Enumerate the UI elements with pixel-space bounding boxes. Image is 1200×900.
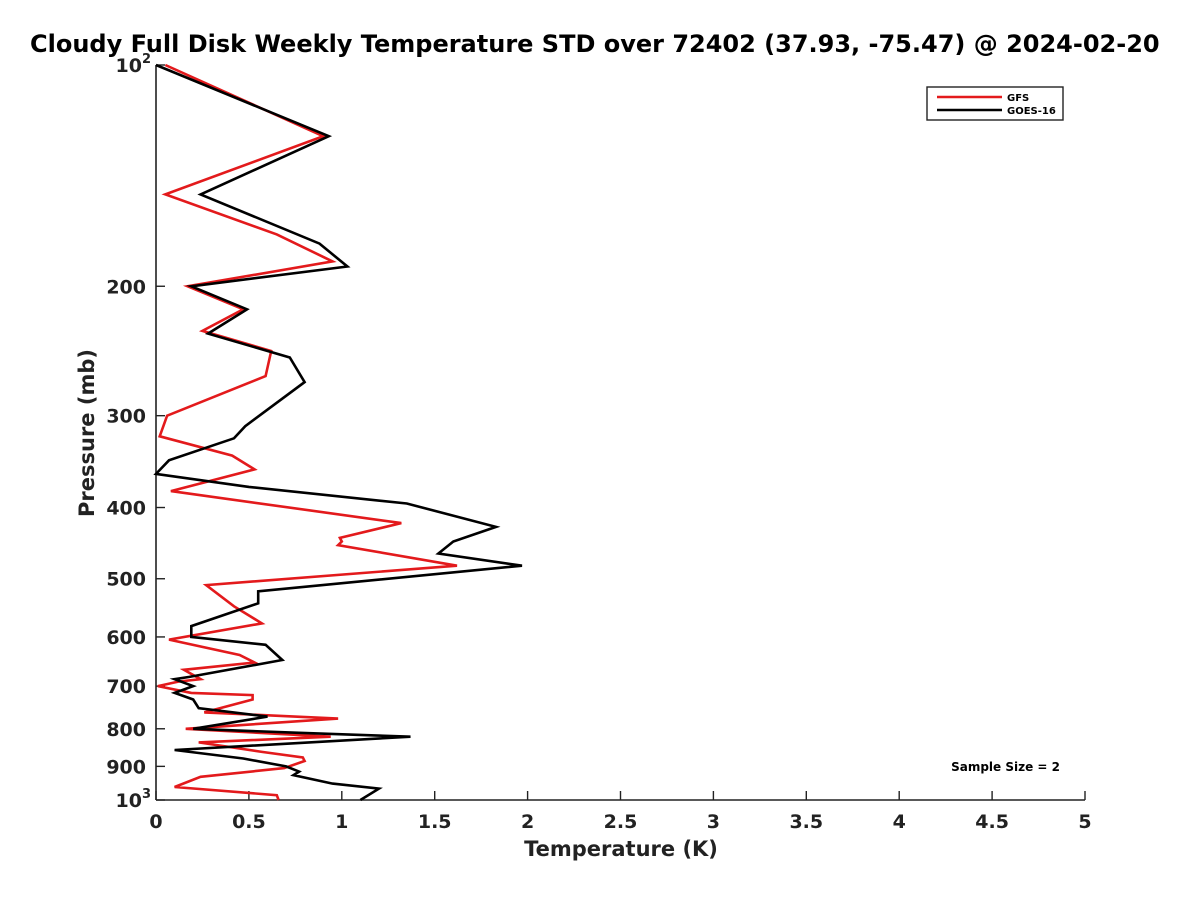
y-tick-label: 103 bbox=[116, 787, 152, 812]
x-tick-label: 2.5 bbox=[604, 811, 638, 833]
chart-title: Cloudy Full Disk Weekly Temperature STD … bbox=[30, 30, 1160, 58]
x-tick-label: 0 bbox=[149, 811, 162, 833]
y-tick-label: 900 bbox=[106, 756, 146, 778]
x-tick-label: 0.5 bbox=[232, 811, 266, 833]
y-tick-label: 102 bbox=[116, 52, 152, 77]
x-tick-label: 2 bbox=[521, 811, 534, 833]
series-line-goes-16 bbox=[153, 63, 523, 802]
legend-box bbox=[926, 86, 1064, 121]
series-line-gfs bbox=[157, 63, 458, 801]
x-tick-label: 5 bbox=[1078, 811, 1091, 833]
y-tick-label: 600 bbox=[106, 627, 146, 649]
x-tick-label: 3 bbox=[707, 811, 720, 833]
x-tick-label: 4.5 bbox=[975, 811, 1009, 833]
y-tick-label: 300 bbox=[106, 406, 146, 428]
y-tick-label: 500 bbox=[106, 569, 146, 591]
y-axis-label: Pressure (mb) bbox=[75, 349, 99, 517]
legend-entry: GFS bbox=[1007, 93, 1029, 104]
x-tick-label: 4 bbox=[893, 811, 906, 833]
series-layer bbox=[153, 63, 523, 802]
legend-entry: GOES-16 bbox=[1007, 106, 1056, 117]
y-tick-label: 800 bbox=[106, 719, 146, 741]
axes: 0 0.5 1 1.5 2 2.5 3 3.5 4 4.5 5 102 200 300 400 500 600 7… bbox=[106, 52, 1091, 833]
x-tick-label: 1.5 bbox=[418, 811, 452, 833]
sample-size-annotation: Sample Size = 2 bbox=[951, 760, 1060, 774]
x-tick-label: 1 bbox=[335, 811, 348, 833]
x-axis-label: Temperature (K) bbox=[524, 837, 718, 861]
y-tick-label: 200 bbox=[106, 276, 146, 298]
legend: GFS GOES-16 bbox=[926, 86, 1064, 121]
y-tick-label: 400 bbox=[106, 498, 146, 520]
x-tick-label: 3.5 bbox=[789, 811, 823, 833]
y-tick-label: 700 bbox=[106, 676, 146, 698]
